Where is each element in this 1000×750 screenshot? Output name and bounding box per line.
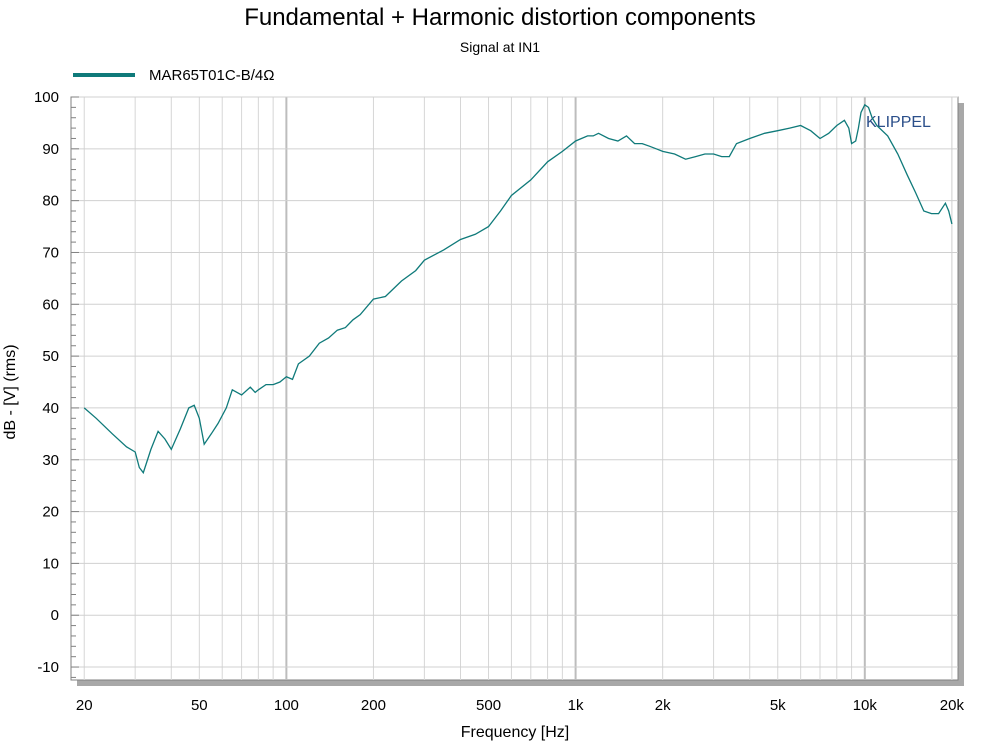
x-axis-label: Frequency [Hz]: [461, 724, 569, 741]
x-tick-label: 20: [76, 697, 93, 714]
x-tick-label: 2k: [655, 697, 671, 714]
legend-label: MAR65T01C-B/4Ω: [149, 67, 274, 84]
y-tick-label: 90: [42, 141, 59, 158]
x-tick-label: 10k: [853, 697, 878, 714]
grid: [71, 96, 958, 680]
x-tick-label: 200: [361, 697, 386, 714]
y-tick-label: 40: [42, 400, 59, 417]
plot-area: [70, 96, 959, 681]
x-axis-ticks: 20 50 100 200 500 1k 2k 5k 10k 20k: [76, 697, 965, 714]
y-tick-label: 100: [34, 89, 59, 106]
x-tick-label: 5k: [770, 697, 786, 714]
y-tick-label: -10: [37, 659, 59, 676]
y-tick-label: 30: [42, 452, 59, 469]
chart-subtitle: Signal at IN1: [460, 39, 540, 55]
y-tick-label: 10: [42, 555, 59, 572]
x-tick-label: 50: [191, 697, 208, 714]
y-axis-label: dB - [V] (rms): [2, 344, 19, 439]
x-tick-label: 1k: [568, 697, 584, 714]
y-tick-label: 50: [42, 348, 59, 365]
y-tick-label: 80: [42, 193, 59, 210]
x-tick-label: 100: [274, 697, 299, 714]
y-tick-label: 20: [42, 504, 59, 521]
y-tick-label: 70: [42, 244, 59, 261]
series-line: [83, 103, 953, 475]
x-tick-label: 20k: [940, 697, 965, 714]
y-axis-ticks: -10 0 10 20 30 40 50 60 70 80 90 100: [34, 89, 79, 678]
y-tick-label: 60: [42, 296, 59, 313]
x-tick-label: 500: [476, 697, 501, 714]
y-tick-label: 0: [51, 607, 59, 624]
chart-title: Fundamental + Harmonic distortion compon…: [244, 4, 756, 31]
watermark: KLIPPEL: [866, 114, 931, 131]
